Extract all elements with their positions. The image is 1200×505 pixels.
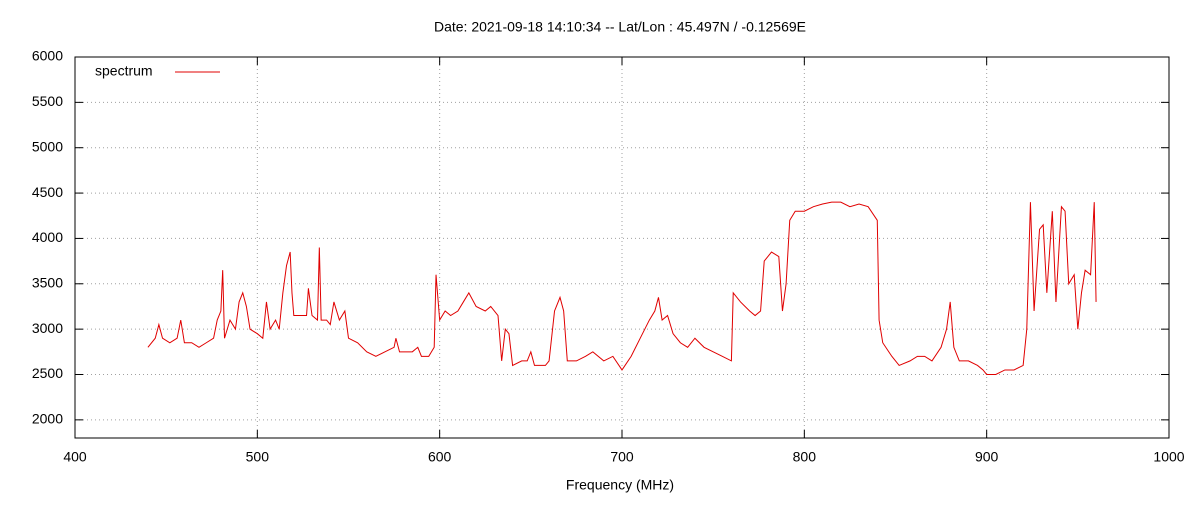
x-tick-label: 500 [246, 449, 270, 465]
x-tick-label: 900 [975, 449, 999, 465]
x-tick-label: 1000 [1153, 449, 1184, 465]
y-tick-label: 4000 [32, 229, 63, 245]
y-tick-label: 2000 [32, 411, 63, 427]
y-tick-label: 3500 [32, 274, 63, 290]
x-tick-label: 600 [428, 449, 452, 465]
data-line [147, 201, 1097, 375]
y-tick-label: 3000 [32, 320, 63, 336]
legend-label: spectrum [95, 63, 153, 79]
x-axis-label: Frequency (MHz) [566, 477, 674, 493]
x-tick-label: 800 [793, 449, 817, 465]
y-tick-label: 5500 [32, 93, 63, 109]
y-tick-label: 2500 [32, 365, 63, 381]
chart-title: Date: 2021-09-18 14:10:34 -- Lat/Lon : 4… [434, 19, 806, 35]
y-tick-label: 4500 [32, 184, 63, 200]
y-tick-label: 5000 [32, 138, 63, 154]
x-tick-label: 400 [63, 449, 87, 465]
x-tick-label: 700 [610, 449, 634, 465]
plot-frame [74, 56, 1170, 439]
y-tick-label: 6000 [32, 48, 63, 64]
